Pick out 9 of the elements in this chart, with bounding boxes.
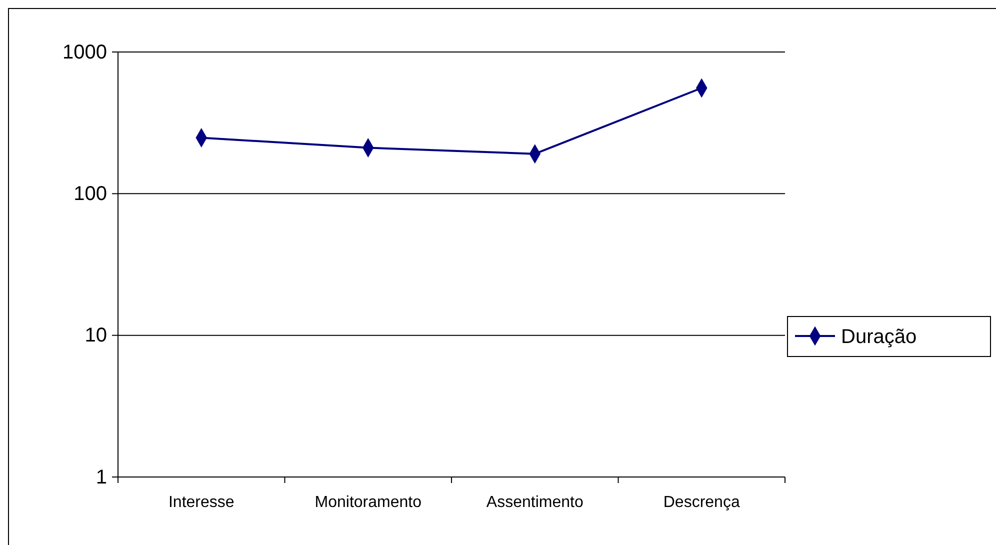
x-tick-label: Monitoramento: [314, 494, 422, 511]
y-tick-label: 100: [74, 183, 107, 206]
x-tick-label: Interesse: [168, 494, 234, 511]
x-tick-label: Assentimento: [486, 494, 584, 511]
y-tick-label: 10: [84, 324, 107, 347]
y-tick-label: 1: [96, 466, 107, 488]
y-tick-label: 1000: [62, 41, 107, 64]
x-tick-label: Descrença: [663, 494, 740, 511]
legend-label: Duração: [841, 326, 917, 348]
